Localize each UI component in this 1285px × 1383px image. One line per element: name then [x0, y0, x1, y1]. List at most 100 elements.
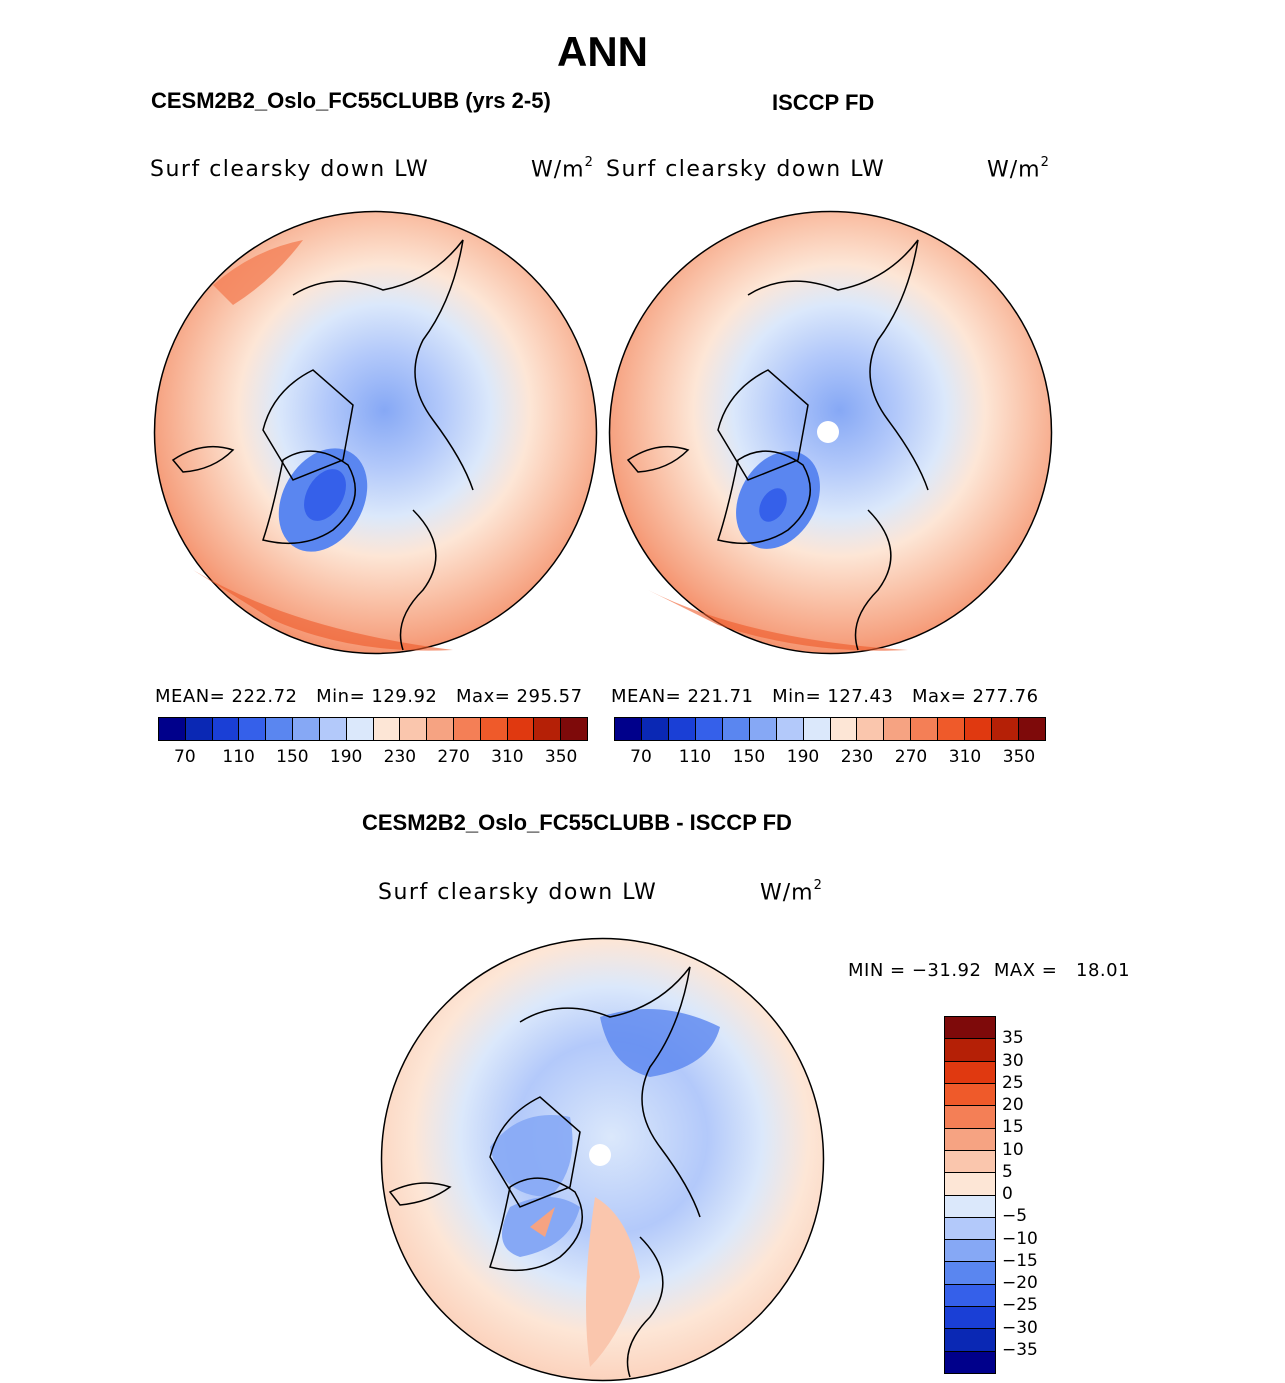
model-colorbar-tick-label: 350 — [544, 747, 578, 767]
model-colorbar-tick-label: 190 — [329, 747, 363, 767]
obs-coastline-europe — [854, 509, 892, 651]
diff-colorbar-tick-label: −15 — [1002, 1250, 1038, 1271]
model-coastline-asia — [292, 239, 474, 491]
model-colorbar-tick-label: 310 — [491, 747, 524, 767]
diff-colorbar-tick-label: 30 — [1002, 1050, 1024, 1071]
diff-pole-hole — [589, 1144, 611, 1166]
obs-pole-hole — [817, 421, 839, 443]
model-warm-region — [213, 240, 303, 305]
model-colorbar-tick-label: 270 — [437, 747, 470, 767]
obs-colorbar-tick-label: 350 — [1002, 747, 1036, 767]
diff-colorbar-tick-label: 0 — [1002, 1184, 1013, 1204]
diff-coastline-greenland — [489, 1177, 583, 1272]
model-warm-region-south — [193, 570, 453, 651]
diff-colorbar-cell — [945, 1329, 995, 1352]
model-colorbar-tick-label: 70 — [174, 747, 196, 767]
diff-coastline-asia — [519, 966, 701, 1218]
diff-colorbar-cell — [945, 1351, 995, 1373]
diff-coastline-canada — [489, 1096, 581, 1208]
model-coastline-europe — [399, 509, 437, 651]
diff-polar-map — [380, 937, 825, 1382]
diff-colorbar-ticks: 35 30 25 20 15 10 5 0 −5 −10 −15 −20 −25 −30 −35 — [1002, 1016, 1082, 1372]
diff-stats: MIN = −31.92 MAX = 18.01 — [848, 960, 1131, 981]
model-colorbar-cell — [266, 718, 294, 740]
obs-colorbar-cell — [695, 718, 723, 740]
model-coastline-greenland — [262, 450, 356, 545]
model-units-label: W/m2 — [531, 155, 594, 183]
model-colorbar-cell — [346, 718, 374, 740]
diff-colorbar-cell — [945, 1083, 995, 1107]
diff-variable-label: Surf clearsky down LW — [378, 880, 658, 905]
diff-colorbar-tick-label: −35 — [1002, 1339, 1038, 1360]
obs-coastline-asia — [747, 239, 929, 491]
model-panel-title: CESM2B2_Oslo_FC55CLUBB (yrs 2-5) — [151, 88, 551, 113]
model-greenland-core — [304, 469, 346, 521]
obs-colorbar-cell — [1019, 718, 1045, 740]
diff-colorbar-tick-label: −5 — [1002, 1206, 1028, 1227]
diff-colorbar-cell — [945, 1284, 995, 1308]
model-colorbar-cell — [480, 718, 508, 740]
model-colorbar-cell — [427, 718, 454, 740]
obs-variable-label: Surf clearsky down LW — [606, 157, 886, 182]
obs-colorbar-tick-label: 230 — [840, 747, 874, 767]
diff-cold-siberia — [600, 1009, 720, 1077]
model-colorbar-cell — [185, 718, 213, 740]
model-colorbar-tick-label: 150 — [276, 747, 309, 767]
obs-colorbar-cell — [965, 718, 993, 740]
model-polar-map — [153, 210, 598, 655]
obs-units-label: W/m2 — [987, 155, 1050, 183]
diff-colorbar-cell — [945, 1173, 995, 1196]
diff-colorbar-cell — [945, 1106, 995, 1129]
diff-cold-canada — [490, 1115, 573, 1197]
diff-colorbar-tick-label: 20 — [1002, 1095, 1024, 1115]
model-colorbar-cell — [561, 718, 587, 740]
obs-colorbar-cell — [992, 718, 1020, 740]
obs-colorbar-cell — [722, 718, 750, 740]
obs-colorbar-cell — [938, 718, 966, 740]
diff-colorbar-tick-label: 5 — [1002, 1161, 1013, 1182]
diff-units-label: W/m2 — [760, 878, 823, 906]
obs-colorbar-cell — [776, 718, 804, 740]
diff-colorbar-cell — [945, 1128, 995, 1151]
obs-warm-region-south — [648, 590, 908, 651]
obs-colorbar-cell — [911, 718, 939, 740]
model-colorbar-cell — [373, 718, 401, 740]
diff-colorbar-tick-label: 10 — [1002, 1139, 1024, 1160]
obs-colorbar-cell — [884, 718, 912, 740]
diff-colorbar-tick-label: 25 — [1002, 1072, 1024, 1093]
model-colorbar-cell — [319, 718, 347, 740]
model-coastline-canada — [262, 369, 354, 481]
obs-colorbar-cell — [641, 718, 669, 740]
figure-title: ANN — [557, 28, 648, 75]
diff-greenland-warm — [530, 1207, 555, 1237]
diff-colorbar-cell — [945, 1039, 995, 1062]
model-colorbar-cell — [239, 718, 267, 740]
obs-colorbar-cell — [803, 718, 831, 740]
obs-coastline-greenland — [717, 450, 811, 545]
diff-panel-title: CESM2B2_Oslo_FC55CLUBB - ISCCP FD — [362, 810, 792, 835]
diff-colorbar-cell — [945, 1017, 995, 1040]
obs-colorbar-cell — [668, 718, 696, 740]
model-variable-label: Surf clearsky down LW — [150, 157, 430, 182]
model-colorbar-cell — [159, 718, 186, 740]
obs-coastline-canada — [717, 369, 809, 481]
diff-colorbar-cell — [945, 1061, 995, 1084]
diff-colorbar-tick-label: −25 — [1002, 1295, 1038, 1316]
diff-colorbar — [944, 1016, 996, 1374]
diff-colorbar-tick-label: 15 — [1002, 1117, 1024, 1138]
obs-colorbar-cell — [749, 718, 777, 740]
diff-colorbar-cell — [945, 1262, 995, 1285]
diff-warm-atlantic — [586, 1197, 640, 1367]
diff-colorbar-tick-label: 35 — [1002, 1028, 1024, 1049]
diff-coastline-alaska — [388, 1182, 452, 1206]
model-colorbar-cell — [453, 718, 481, 740]
obs-colorbar-tick-label: 270 — [894, 747, 928, 767]
model-colorbar-cell — [534, 718, 562, 740]
model-colorbar-cell — [293, 718, 320, 740]
obs-colorbar-tick-label: 150 — [732, 747, 766, 767]
diff-colorbar-cell — [945, 1307, 995, 1330]
obs-stats: MEAN= 221.71 Min= 127.43 Max= 277.76 — [611, 686, 1039, 707]
obs-colorbar-tick-label: 110 — [678, 747, 712, 767]
model-colorbar-cell — [400, 718, 428, 740]
diff-coastline-europe — [626, 1236, 664, 1378]
